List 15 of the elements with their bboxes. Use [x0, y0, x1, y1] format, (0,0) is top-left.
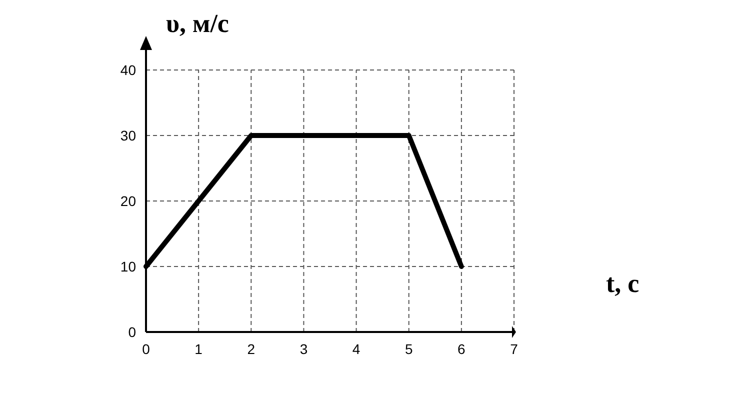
x-tick-label: 0 [142, 341, 150, 357]
x-tick-label: 4 [352, 341, 360, 357]
y-axis-title: υ, м/с [166, 9, 229, 38]
x-tick-label: 5 [404, 341, 413, 357]
y-tick-label: 0 [128, 324, 136, 340]
x-tick-label: 7 [510, 341, 518, 357]
y-tick-label: 10 [120, 258, 136, 274]
x-tick-label: 3 [300, 341, 308, 357]
y-tick-label: 30 [120, 128, 136, 144]
x-axis-title: t, с [606, 269, 640, 298]
x-tick-label: 1 [194, 341, 203, 357]
y-tick-label: 20 [120, 193, 136, 209]
x-tick-label: 6 [458, 341, 466, 357]
x-tick-label: 2 [247, 341, 256, 357]
y-tick-label: 40 [120, 62, 136, 78]
